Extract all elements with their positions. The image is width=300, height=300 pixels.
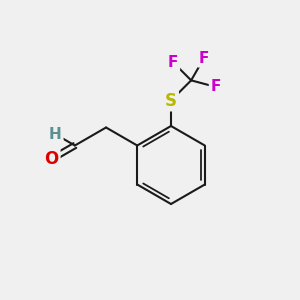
Text: F: F xyxy=(168,55,178,70)
Text: S: S xyxy=(165,92,177,110)
Text: F: F xyxy=(199,51,209,66)
Text: H: H xyxy=(49,127,62,142)
Text: F: F xyxy=(211,80,221,94)
Text: O: O xyxy=(44,150,58,168)
